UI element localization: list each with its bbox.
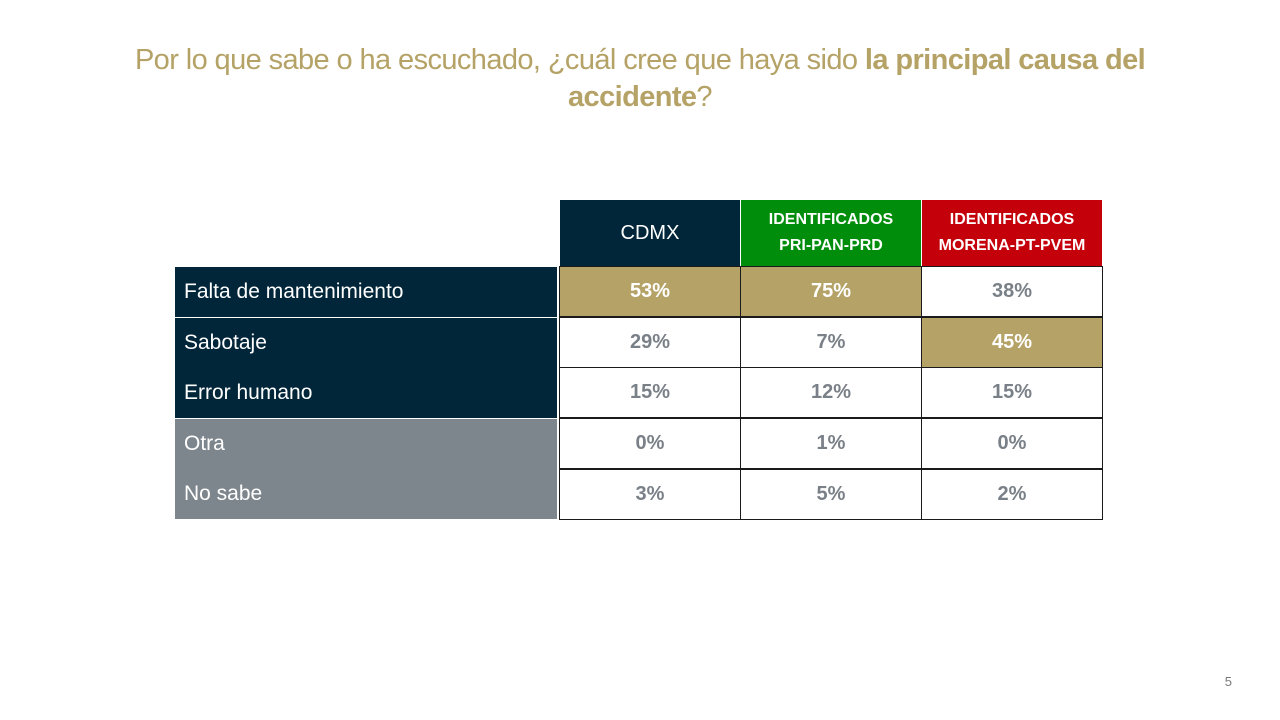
cell-r5-c3: 2%	[921, 469, 1103, 520]
cell-r3-c2: 12%	[740, 367, 922, 418]
title-bold: la principal causa del accidente	[568, 44, 1146, 113]
cell-r2-c2: 7%	[740, 317, 922, 368]
row-label-otra: Otra	[175, 419, 557, 469]
column-header-morena-line2: MORENA-PT-PVEM	[938, 237, 1086, 254]
cell-r3-c3: 15%	[921, 367, 1103, 418]
cell-r4-c3: 0%	[921, 418, 1103, 469]
cell-r4-c2: 1%	[740, 418, 922, 469]
column-header-cdmx: CDMX	[560, 200, 740, 266]
cell-r4-c1: 0%	[559, 418, 741, 469]
column-header-cdmx-label: CDMX	[620, 221, 680, 244]
cell-r2-c1: 29%	[559, 317, 741, 368]
cell-r3-c1: 15%	[559, 367, 741, 418]
row-label-falta-de-mantenimiento: Falta de mantenimiento	[175, 267, 557, 317]
cell-r5-c2: 5%	[740, 469, 922, 520]
column-header-morena-line1: IDENTIFICADOS	[949, 211, 1075, 228]
cell-r1-c3: 38%	[921, 266, 1103, 317]
title-part1: Por lo que sabe o ha escuchado, ¿cuál cr…	[134, 44, 865, 76]
column-header-morena-pt-pvem: IDENTIFICADOS MORENA-PT-PVEM	[922, 200, 1102, 266]
cell-r5-c1: 3%	[559, 469, 741, 520]
column-header-pri-pan-prd: IDENTIFICADOS PRI-PAN-PRD	[741, 200, 921, 266]
title-part2: ?	[696, 81, 712, 113]
row-label-error-humano: Error humano	[175, 368, 557, 418]
cell-r2-c3: 45%	[921, 317, 1103, 368]
page-number: 5	[1224, 674, 1232, 689]
column-header-pri-line1: IDENTIFICADOS	[768, 211, 894, 228]
column-header-pri-line2: PRI-PAN-PRD	[779, 237, 883, 254]
row-label-sabotaje: Sabotaje	[175, 318, 557, 368]
cell-r1-c2: 75%	[740, 266, 922, 317]
cell-r1-c1: 53%	[559, 266, 741, 317]
row-label-no-sabe: No sabe	[175, 469, 557, 519]
chart-title: Por lo que sabe o ha escuchado, ¿cuál cr…	[120, 42, 1160, 116]
